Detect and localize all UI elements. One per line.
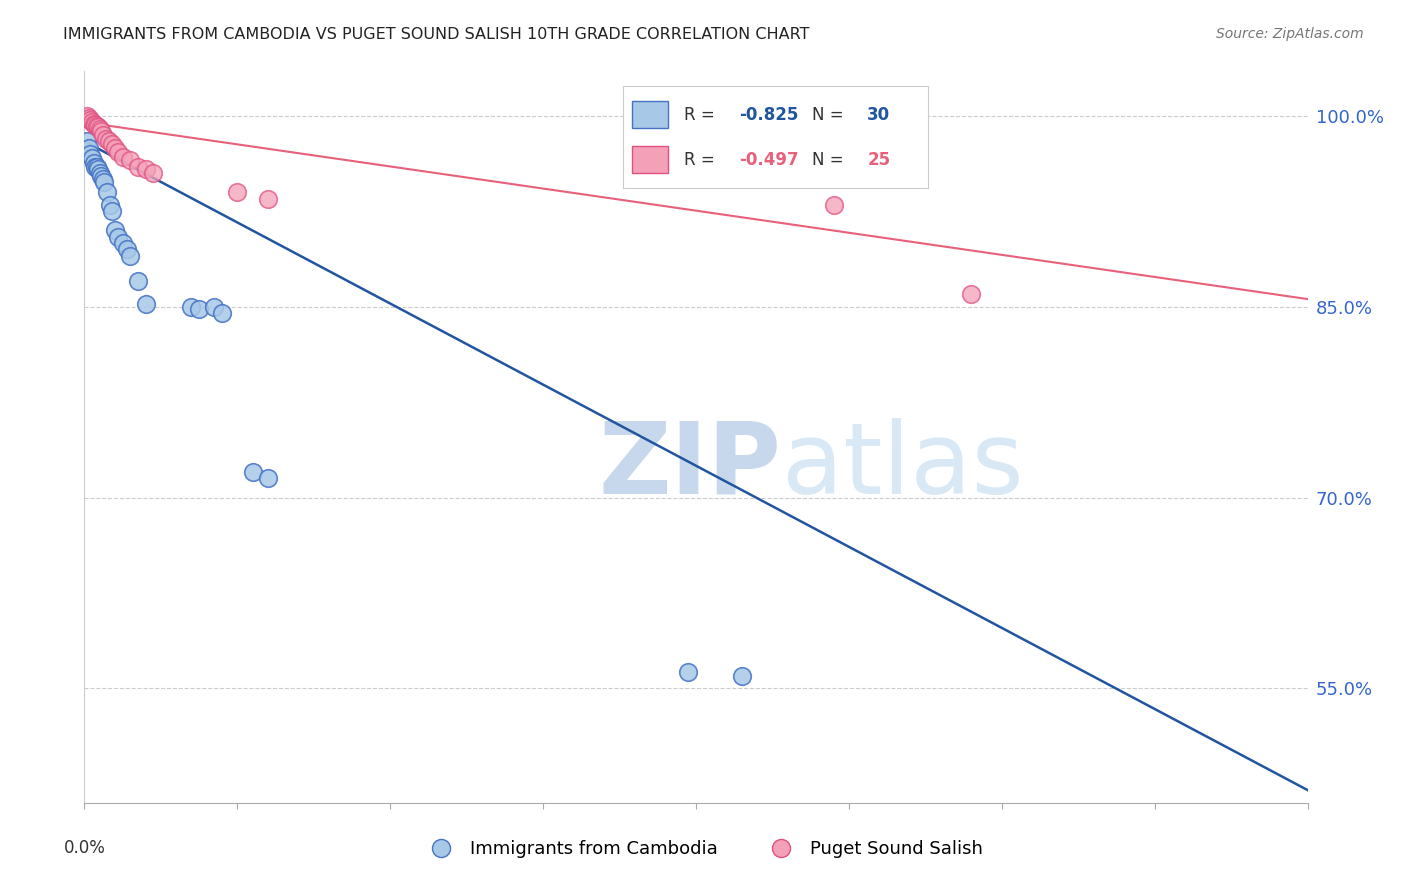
Point bbox=[731, 668, 754, 682]
Point bbox=[127, 274, 149, 288]
Legend: Immigrants from Cambodia, Puget Sound Salish: Immigrants from Cambodia, Puget Sound Sa… bbox=[416, 833, 990, 865]
Point bbox=[257, 471, 280, 485]
Point bbox=[96, 185, 118, 199]
Point bbox=[83, 116, 105, 130]
Point bbox=[97, 134, 120, 148]
Point bbox=[111, 150, 134, 164]
Point bbox=[87, 162, 110, 177]
Point bbox=[104, 223, 127, 237]
Point bbox=[111, 236, 134, 251]
Point bbox=[84, 118, 107, 132]
Point bbox=[188, 302, 211, 317]
Point bbox=[142, 166, 165, 180]
Point bbox=[101, 136, 124, 151]
Point bbox=[87, 120, 110, 135]
Point bbox=[80, 151, 103, 165]
Point bbox=[135, 162, 157, 177]
Point bbox=[79, 147, 101, 161]
Point bbox=[91, 172, 114, 186]
Text: IMMIGRANTS FROM CAMBODIA VS PUGET SOUND SALISH 10TH GRADE CORRELATION CHART: IMMIGRANTS FROM CAMBODIA VS PUGET SOUND … bbox=[63, 27, 810, 42]
Point bbox=[90, 169, 112, 183]
Point bbox=[127, 160, 149, 174]
Point bbox=[76, 134, 98, 148]
Point bbox=[83, 156, 105, 170]
Point bbox=[77, 112, 100, 126]
Point bbox=[107, 145, 129, 159]
Point bbox=[98, 198, 121, 212]
Point bbox=[226, 185, 249, 199]
Point bbox=[120, 153, 142, 168]
Point bbox=[77, 141, 100, 155]
Point bbox=[115, 243, 138, 257]
Point bbox=[86, 160, 108, 174]
Point bbox=[91, 128, 114, 142]
Point bbox=[242, 465, 264, 479]
Point bbox=[94, 132, 117, 146]
Point bbox=[89, 166, 111, 180]
Point bbox=[211, 306, 233, 320]
Point bbox=[79, 112, 101, 127]
Text: Source: ZipAtlas.com: Source: ZipAtlas.com bbox=[1216, 27, 1364, 41]
Point bbox=[84, 160, 107, 174]
Point bbox=[76, 109, 98, 123]
Point bbox=[823, 198, 845, 212]
Point bbox=[104, 141, 127, 155]
Point bbox=[120, 249, 142, 263]
Point bbox=[86, 119, 108, 133]
Point bbox=[678, 665, 700, 679]
Point bbox=[107, 229, 129, 244]
Point bbox=[90, 124, 112, 138]
Text: 0.0%: 0.0% bbox=[63, 839, 105, 857]
Text: ZIP: ZIP bbox=[598, 417, 780, 515]
Point bbox=[135, 297, 157, 311]
Point bbox=[202, 300, 225, 314]
Point bbox=[101, 204, 124, 219]
Point bbox=[960, 287, 983, 301]
Point bbox=[93, 175, 115, 189]
Point bbox=[89, 121, 111, 136]
Point bbox=[80, 115, 103, 129]
Point bbox=[180, 300, 202, 314]
Point bbox=[257, 192, 280, 206]
Text: atlas: atlas bbox=[782, 417, 1024, 515]
